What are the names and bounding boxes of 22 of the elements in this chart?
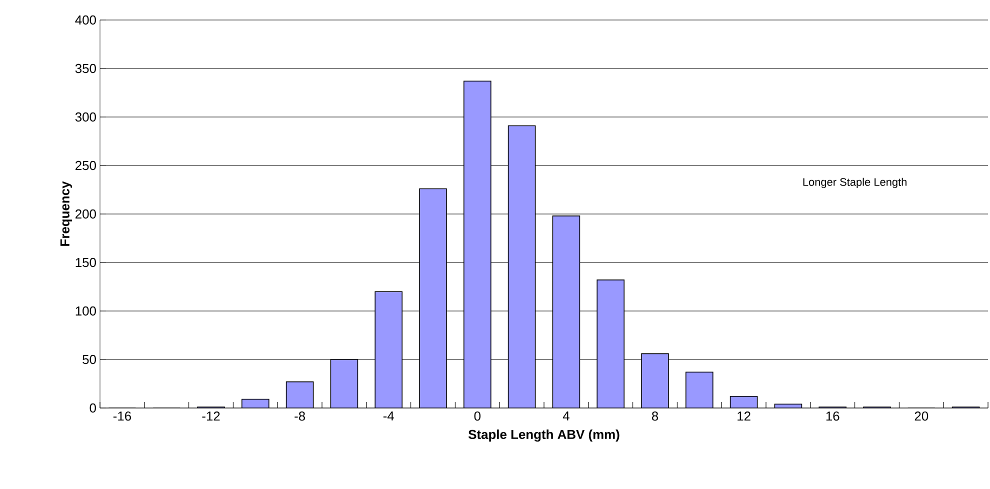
x-tick-label: -4 bbox=[383, 412, 394, 420]
x-tick-label: 8 bbox=[652, 412, 658, 421]
y-tick-label: 300 bbox=[75, 112, 96, 122]
y-tick-label: 200 bbox=[76, 209, 96, 219]
x-tick-label: 20 bbox=[914, 412, 928, 421]
x-tick-label: -8 bbox=[294, 412, 305, 421]
x-axis-title: Staple Length ABV (mm) bbox=[468, 430, 620, 442]
y-tick-label: 350 bbox=[75, 64, 96, 74]
y-axis-title: Frequency bbox=[60, 181, 72, 246]
x-tick-label: 4 bbox=[562, 412, 570, 420]
x-tick-label: -12 bbox=[202, 412, 220, 421]
y-tick-label: 50 bbox=[82, 354, 96, 364]
annotation: Longer Staple Length bbox=[803, 178, 906, 188]
x-tick-label: 16 bbox=[826, 412, 840, 421]
x-tick-label: -16 bbox=[113, 412, 131, 421]
x-tick-label: 0 bbox=[474, 412, 481, 421]
y-tick-label: 400 bbox=[75, 15, 96, 25]
y-tick-label: 0 bbox=[90, 403, 96, 413]
y-tick-label: 100 bbox=[76, 306, 96, 316]
y-tick-label: 250 bbox=[76, 160, 96, 170]
y-tick-label: 150 bbox=[76, 258, 96, 268]
x-tick-label: 12 bbox=[738, 412, 750, 421]
